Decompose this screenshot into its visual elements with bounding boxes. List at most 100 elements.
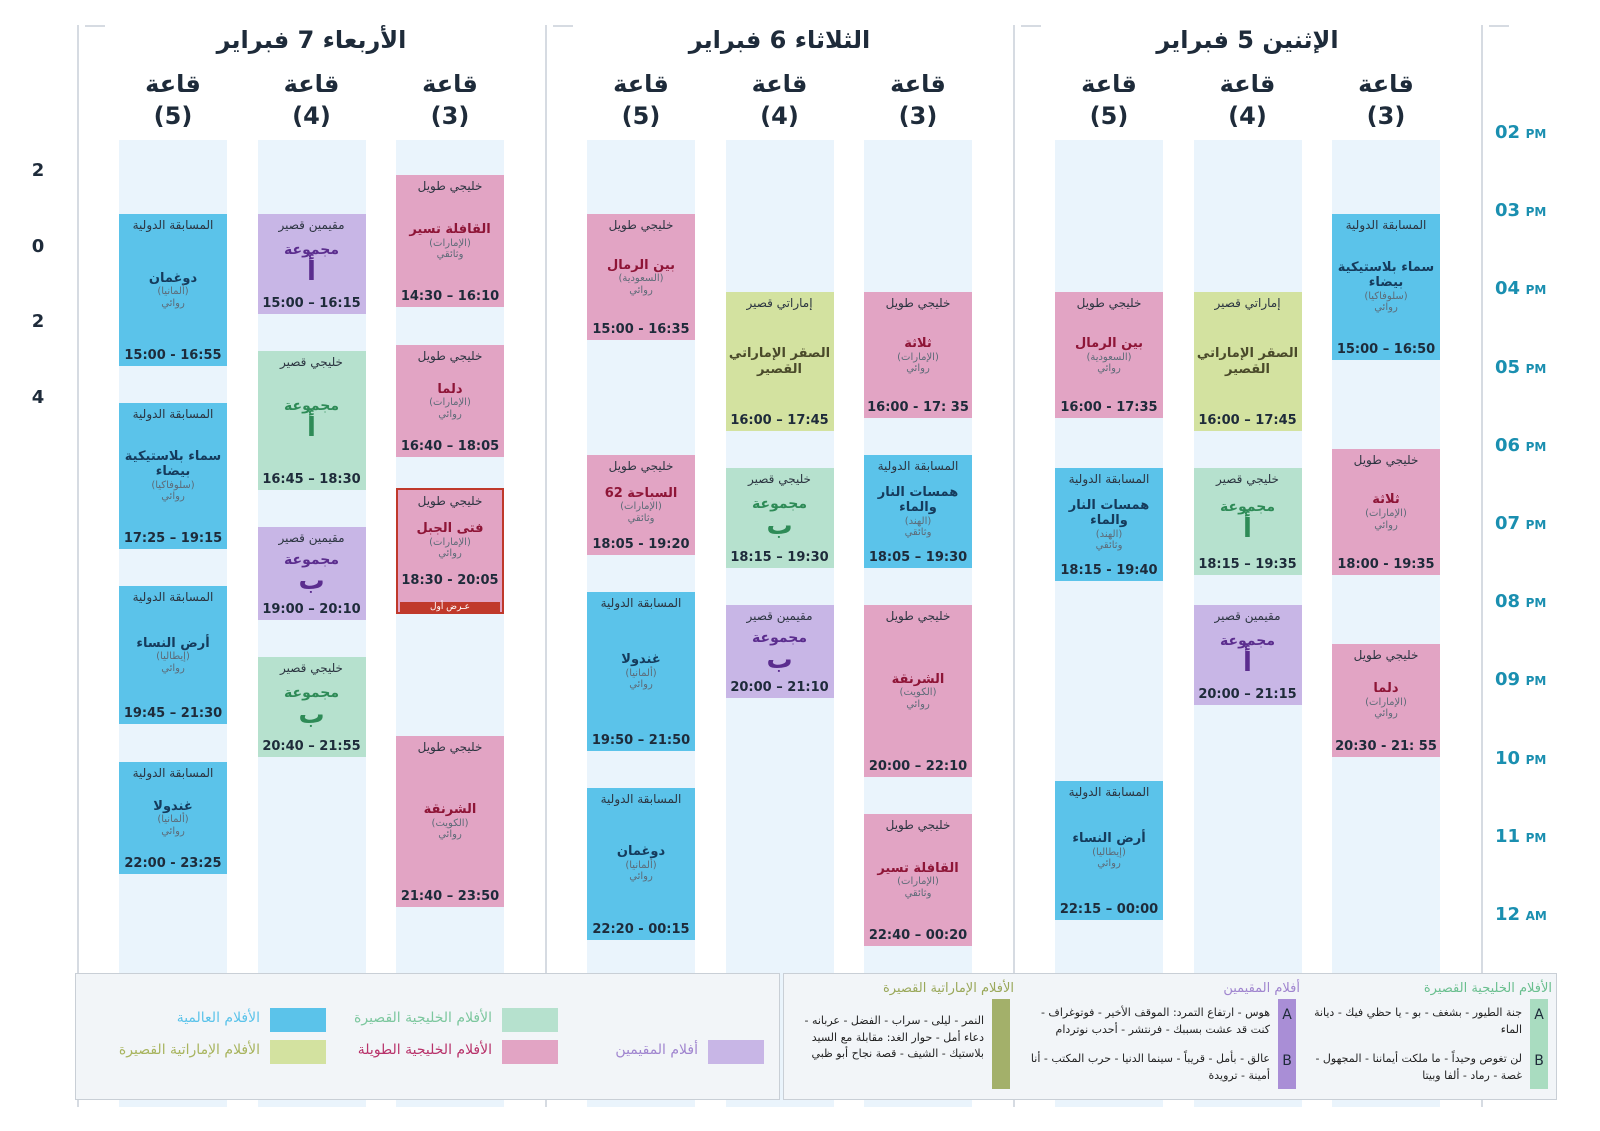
event-title: مجموعة bbox=[284, 685, 339, 702]
event: خليجي طويل الشرنقة (الكويت) روائي 21:40 – 23… bbox=[396, 735, 504, 907]
room-number: (4) bbox=[292, 102, 331, 130]
event-title: ثلاثة bbox=[1372, 492, 1400, 508]
event: مقيمين قصير مجموعة ب 20:00 – 21:10 bbox=[725, 605, 834, 699]
event-genre: وثائقي bbox=[904, 527, 932, 539]
event: المسابقة الدولية سماء بلاستيكية بيضاء (سلو… bbox=[119, 403, 227, 549]
time-hour: 09 bbox=[1495, 669, 1521, 691]
event-time: 18:15 – 19:30 bbox=[730, 550, 829, 566]
event-time: 22:40 – 00:20 bbox=[868, 928, 968, 944]
event-body: دلما (الإمارات) روائي bbox=[429, 382, 471, 421]
time-hour: 12 bbox=[1495, 904, 1521, 925]
separator-cap bbox=[1021, 25, 1041, 27]
event-title: أرض النساء bbox=[136, 635, 210, 651]
event-country: (إيطاليا) bbox=[1092, 846, 1126, 858]
legend-box bbox=[75, 973, 780, 1100]
room-name: قاعة bbox=[1219, 70, 1276, 98]
event-category: خليجي طويل bbox=[417, 179, 483, 194]
event-title: مجموعة bbox=[284, 398, 339, 415]
event: المسابقة الدولية أرض النساء (إيطاليا) روائي… bbox=[119, 585, 227, 725]
event-genre: روائي bbox=[161, 825, 185, 837]
event: المسابقة الدولية همسات النار والماء (الهند… bbox=[864, 455, 972, 569]
event-time: 16:00 – 17:45 bbox=[730, 413, 829, 429]
legend-swatch bbox=[270, 1040, 326, 1064]
event-body: أرض النساء (إيطاليا) روائي bbox=[136, 636, 209, 675]
event-category: خليجي طويل bbox=[1076, 296, 1142, 311]
event-body: بين الرمال (السعودية) روائي bbox=[607, 258, 675, 297]
event-time: 21:40 – 23:50 bbox=[400, 888, 500, 904]
room-number: (3) bbox=[1366, 102, 1406, 130]
event-country: (الإمارات) bbox=[429, 237, 471, 249]
event-time: 22:20 - 00:15 bbox=[592, 921, 690, 937]
event-title: الشرنقة bbox=[891, 671, 945, 687]
event-genre: وثائقي bbox=[904, 887, 932, 899]
event-body: الصقر الإماراتي القصير bbox=[728, 346, 832, 377]
program-letter: B bbox=[1282, 1053, 1292, 1069]
program-bar bbox=[1530, 999, 1548, 1089]
event-body: مجموعة ب bbox=[284, 685, 339, 729]
event-country: (السعودية) bbox=[1086, 351, 1132, 363]
event-title: دلما bbox=[1373, 681, 1399, 697]
time-hour: 07 bbox=[1495, 513, 1521, 534]
event-time: 17:25 – 19:15 bbox=[123, 530, 223, 546]
event-title: مجموعة bbox=[752, 496, 807, 513]
event-category: خليجي طويل bbox=[608, 459, 674, 474]
event-country: (الكويت) bbox=[899, 687, 937, 699]
time-hour: 04 bbox=[1495, 278, 1521, 300]
event-category: مقيمين قصير bbox=[278, 531, 345, 545]
event-country: (ألمانيا) bbox=[157, 814, 189, 826]
event-time: 19:45 – 21:30 bbox=[123, 706, 223, 722]
room-column bbox=[1055, 140, 1163, 1107]
event-category: خليجي قصير bbox=[748, 472, 811, 487]
event-body: مجموعة ب bbox=[752, 630, 807, 674]
event-body: همسات النار والماء (الهند) وثائقي bbox=[1057, 498, 1161, 552]
time-period: PM bbox=[1525, 283, 1547, 298]
event-category: خليجي طويل bbox=[417, 739, 483, 754]
event-category: مقيمين قصير bbox=[278, 218, 345, 233]
event-genre: روائي bbox=[1097, 363, 1121, 375]
event-category: المسابقة الدولية bbox=[1068, 785, 1150, 800]
event: خليجي قصير مجموعة أ 18:15 – 19:35 bbox=[1193, 468, 1302, 575]
event-genre: روائي bbox=[629, 284, 653, 296]
event: خليجي طويل بين الرمال (السعودية) روائي 15:00… bbox=[587, 214, 695, 340]
event-title: مجموعة bbox=[752, 629, 807, 646]
event-genre: روائي bbox=[629, 679, 653, 691]
room-name: قاعة bbox=[422, 70, 478, 98]
event-country: (الإمارات) bbox=[429, 397, 471, 409]
event-group: ب bbox=[298, 699, 325, 730]
event-body: همسات النار والماء (الهند) وثائقي bbox=[866, 485, 970, 539]
event-country: (ألمانيا) bbox=[625, 667, 657, 679]
day-title: الإثنين 5 فبراير bbox=[1156, 26, 1339, 54]
event-category: إماراتي قصير bbox=[1214, 296, 1281, 311]
event-group: أ bbox=[1243, 514, 1252, 545]
event-body: السباحة 62 (الإمارات) وثائقي bbox=[605, 486, 678, 525]
time-hour: 11 bbox=[1495, 825, 1521, 847]
event-time: 19:00 – 20:10 bbox=[262, 602, 361, 618]
time-label: 04 PM bbox=[1495, 278, 1565, 299]
event-genre: روائي bbox=[438, 548, 462, 560]
event-category: المسابقة الدولية bbox=[132, 589, 214, 604]
event-country: (الهند) bbox=[904, 515, 932, 527]
legend-label: الأفلام العالمية bbox=[176, 1010, 260, 1026]
event-genre: روائي bbox=[161, 662, 185, 674]
room-number: (5) bbox=[621, 102, 661, 130]
event-country: (الإمارات) bbox=[897, 876, 939, 888]
event-title: بين الرمال bbox=[606, 257, 676, 273]
event: إماراتي قصير الصقر الإماراتي القصير 16:00 … bbox=[725, 292, 834, 432]
event-note: عـرض أول bbox=[400, 601, 500, 612]
event-country: (الإمارات) bbox=[1365, 508, 1407, 519]
event-group: أ bbox=[307, 256, 316, 287]
event-genre: روائي bbox=[438, 408, 462, 420]
event-body: الشرنقة (الكويت) روائي bbox=[424, 802, 477, 841]
event-category: المسابقة الدولية bbox=[600, 596, 682, 611]
event-country: (الكويت) bbox=[431, 817, 469, 829]
event-time: 18:15 – 19:35 bbox=[1198, 556, 1297, 572]
room-name: قاعة bbox=[890, 70, 946, 98]
event-body: مجموعة أ bbox=[284, 242, 339, 286]
separator bbox=[77, 25, 79, 1107]
legend-swatch bbox=[708, 1040, 764, 1064]
event-group: ب bbox=[298, 566, 325, 597]
time-label: 08 PM bbox=[1495, 591, 1565, 612]
event-title: ثلاثة bbox=[904, 336, 932, 351]
event-title: بين الرمال bbox=[1074, 336, 1144, 351]
